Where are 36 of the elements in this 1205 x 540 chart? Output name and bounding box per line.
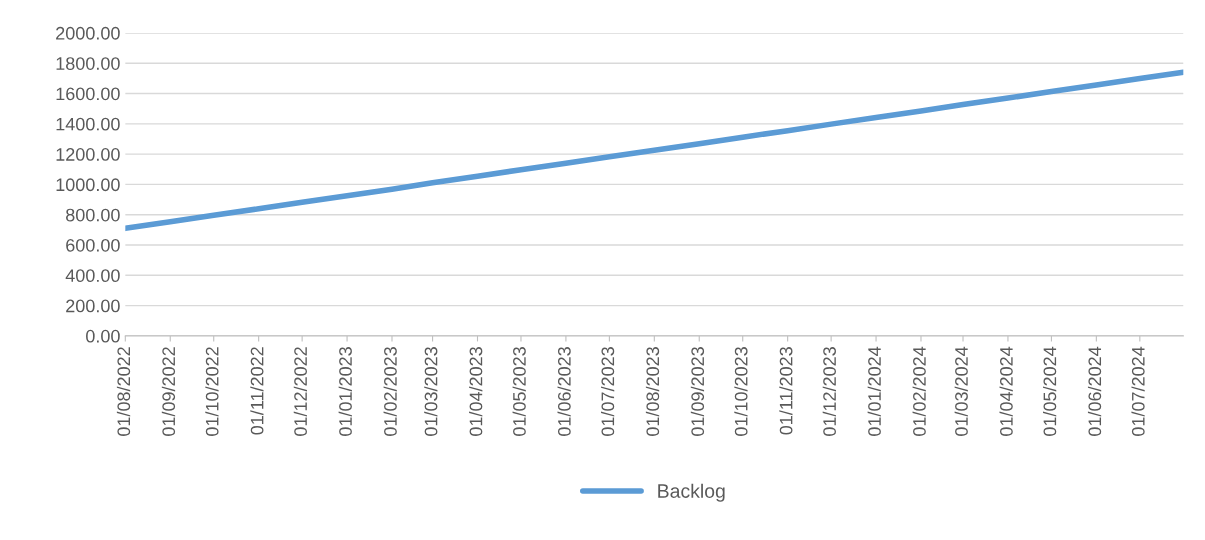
y-tick-label: 600.00 — [66, 238, 120, 252]
x-tick-label: 01/04/2023 — [469, 347, 483, 436]
y-tick-label: 1800.00 — [56, 57, 120, 70]
x-tick-label: 01/11/2022 — [250, 347, 264, 435]
x-tick-label: 01/10/2023 — [734, 347, 748, 436]
x-tick-label: 01/09/2023 — [690, 347, 705, 436]
y-tick-label: 1000.00 — [56, 178, 120, 192]
x-tick-label: 01/08/2023 — [645, 347, 660, 436]
y-tick-label: 0.00 — [86, 329, 120, 343]
x-tick-label: 01/05/2023 — [512, 347, 526, 436]
x-tick-label: 01/12/2023 — [822, 347, 836, 436]
y-tick-label: 400.00 — [65, 269, 120, 283]
x-tick-label: 01/08/2022 — [116, 347, 131, 436]
x-tick-label: 01/03/2024 — [954, 346, 968, 436]
y-tick-label: 2000.00 — [56, 26, 120, 40]
x-tick-label: 01/02/2024 — [912, 346, 926, 436]
x-tick-label: 01/01/2024 — [867, 346, 881, 436]
y-tick-label: 200.00 — [66, 299, 120, 313]
x-tick-label: 01/10/2022 — [205, 347, 219, 436]
y-tick-label: 1400.00 — [56, 117, 120, 131]
x-tick-label: 01/07/2023 — [600, 347, 615, 436]
x-tick-label: 01/01/2023 — [338, 347, 352, 436]
x-tick-label: 01/06/2023 — [557, 347, 571, 436]
x-tick-label: 01/09/2022 — [161, 347, 176, 436]
y-tick-label: 1600.00 — [56, 87, 120, 101]
x-tick-label: 01/02/2023 — [383, 347, 397, 436]
x-tick-label: 01/06/2024 — [1087, 346, 1102, 436]
x-tick-label: 01/07/2024 — [1131, 346, 1145, 436]
y-tick-label: 1200.00 — [56, 148, 120, 161]
y-tick-label: 800.00 — [66, 208, 120, 222]
x-tick-label: 01/03/2023 — [424, 347, 438, 436]
x-tick-label: 01/11/2023 — [779, 347, 793, 435]
x-tick-label: 01/04/2024 — [999, 346, 1013, 436]
x-tick-label: 01/12/2022 — [293, 347, 307, 436]
x-tick-label: 01/05/2024 — [1043, 346, 1057, 436]
legend-label: Backlog — [658, 483, 725, 502]
